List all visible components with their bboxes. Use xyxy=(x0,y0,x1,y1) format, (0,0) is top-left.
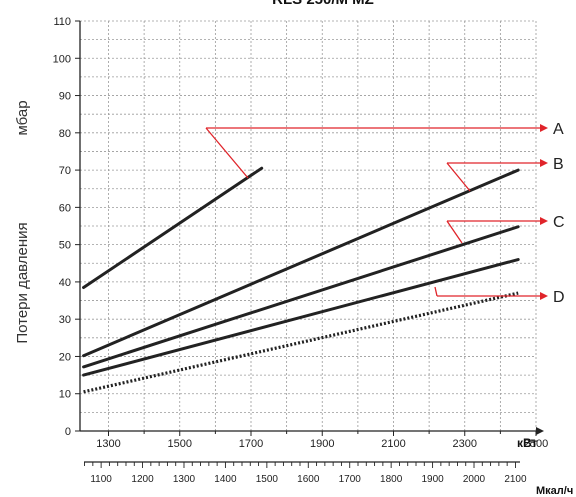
y-tick-label: 30 xyxy=(59,314,71,326)
y-tick-label: 60 xyxy=(59,202,71,214)
series-line-dotted xyxy=(83,291,519,394)
x-tick-label: 2300 xyxy=(453,438,477,450)
pointer-leader xyxy=(434,286,438,297)
pointer-leader xyxy=(446,220,463,244)
y-tick-label: 110 xyxy=(53,16,71,28)
y-axis-unit: мбар xyxy=(14,100,31,135)
x-tick-labels: 1300 1500 1700 1900 2100 2300 2500 xyxy=(96,438,548,450)
x-axis-arrow xyxy=(536,427,544,435)
x2-tick-label: 1800 xyxy=(380,474,403,485)
x-tick-label: 1500 xyxy=(168,438,192,450)
pointer-arrow xyxy=(540,217,548,225)
series-lines xyxy=(82,166,520,394)
y-tick-label: 80 xyxy=(59,128,71,140)
x2-tick-label: 2100 xyxy=(504,474,527,485)
x2-tick-label: 1300 xyxy=(173,474,196,485)
legend-label: A xyxy=(553,121,564,138)
x-tick-label: 2100 xyxy=(381,438,405,450)
x2-tick-label: 1100 xyxy=(90,474,112,485)
y-tick-label: 40 xyxy=(59,277,71,289)
x2-tick-label: 1900 xyxy=(421,474,444,485)
x2-tick-label: 1400 xyxy=(214,474,237,485)
legend-label: D xyxy=(553,289,565,306)
y-tick-label: 70 xyxy=(59,165,71,177)
x2-tick-label: 2000 xyxy=(463,474,486,485)
legend-pointers: A B C D xyxy=(205,121,565,306)
y-axis-label: Потери давления xyxy=(14,222,31,343)
x-tick-label: 1300 xyxy=(96,438,120,450)
x2-tick-label: 1500 xyxy=(256,474,279,485)
pointer-arrow xyxy=(540,159,548,167)
pointer-leader xyxy=(205,127,249,179)
x2-tick-label: 1200 xyxy=(131,474,154,485)
series-line-a xyxy=(82,166,264,289)
pointer-leader xyxy=(446,162,471,192)
y-tick-label: 10 xyxy=(59,389,71,401)
series-line-d xyxy=(82,258,520,377)
chart-title: RLS 250/M MZ xyxy=(272,0,374,8)
y-tick-labels: 0 10 20 30 40 50 60 70 80 90 100 110 xyxy=(53,16,71,438)
x-tick-label: 1900 xyxy=(310,438,334,450)
x2-axis-unit: Мкал/ч xyxy=(536,485,573,497)
x-tick-label: 1700 xyxy=(239,438,263,450)
axes xyxy=(75,20,544,436)
pointer-arrow xyxy=(540,124,548,132)
y-tick-label: 0 xyxy=(65,426,71,438)
series-line-b xyxy=(82,168,520,358)
secondary-x-axis: 1100 1200 1300 1400 1500 1600 1700 1800 1900 2000… xyxy=(84,461,527,485)
y-tick-label: 50 xyxy=(59,240,71,252)
y-tick-label: 90 xyxy=(59,91,71,103)
legend-label: C xyxy=(553,214,565,231)
grid xyxy=(80,20,537,431)
x2-tick-label: 1700 xyxy=(339,474,362,485)
y-tick-label: 20 xyxy=(59,351,71,363)
x-tick-label: 2500 xyxy=(524,438,548,450)
pointer-arrow xyxy=(540,292,548,300)
legend-label: B xyxy=(553,156,564,173)
series-line-c xyxy=(82,225,520,369)
x-axis-unit: кВт xyxy=(517,436,538,450)
x2-tick-label: 1600 xyxy=(297,474,320,485)
y-tick-label: 100 xyxy=(53,53,71,65)
